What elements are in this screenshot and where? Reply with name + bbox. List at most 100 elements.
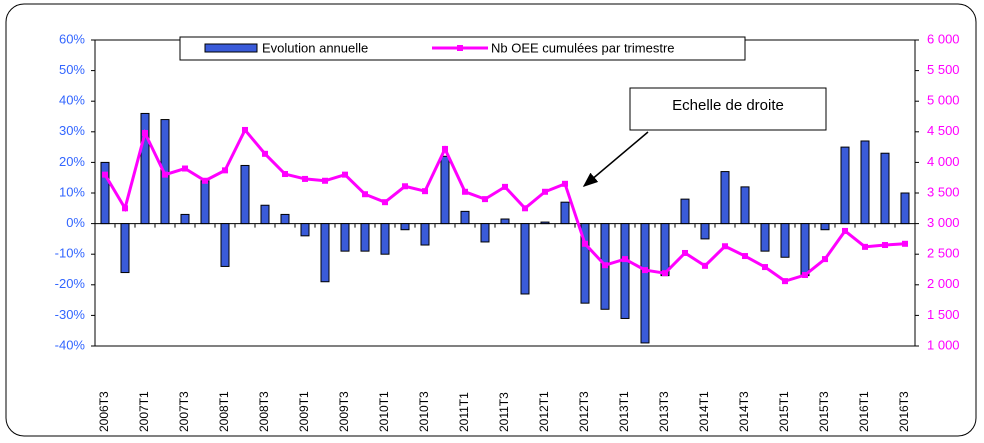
bar [260, 204, 270, 225]
bar [100, 161, 110, 225]
y2-tick-label: 5 000 [927, 93, 960, 108]
y-tick-label: 30% [59, 123, 85, 138]
y2-tick-label: 6 000 [927, 31, 960, 46]
bar [240, 164, 250, 225]
legend-swatch [457, 45, 463, 51]
bar [300, 223, 310, 237]
line-marker [602, 262, 608, 269]
line-marker [402, 183, 408, 190]
bar [680, 198, 690, 225]
bar [800, 223, 810, 277]
bar [660, 223, 670, 277]
bar [360, 223, 370, 252]
line-marker [102, 171, 108, 178]
bar [820, 223, 830, 231]
bar [640, 223, 650, 344]
x-tick-label: 2012T3 [577, 391, 591, 432]
bar [860, 140, 870, 225]
line-marker [662, 270, 668, 277]
x-tick-label: 2013T1 [617, 391, 631, 432]
bar [340, 223, 350, 252]
y2-tick-label: 2 500 [927, 246, 960, 261]
y-tick-label: -30% [55, 307, 86, 322]
line-marker [182, 165, 188, 172]
legend-label: Evolution annuelle [262, 40, 368, 55]
x-tick-label: 2011T1 [457, 392, 471, 432]
y-tick-label: 40% [59, 93, 85, 108]
bar [580, 223, 590, 304]
y2-tick-label: 2 000 [927, 276, 960, 291]
x-tick-label: 2009T3 [337, 391, 351, 432]
outer-frame [5, 3, 977, 437]
line-marker [122, 205, 128, 212]
line-marker [202, 177, 208, 184]
y2-tick-label: 4 500 [927, 123, 960, 138]
line-marker [862, 243, 868, 250]
x-tick-label: 2016T1 [857, 391, 871, 432]
y2-tick-label: 4 000 [927, 154, 960, 169]
x-tick-label: 2007T1 [137, 391, 151, 432]
y2-tick-label: 3 000 [927, 215, 960, 230]
x-tick-label: 2016T3 [897, 391, 911, 432]
x-tick-label: 2010T3 [417, 391, 431, 432]
x-tick-label: 2012T1 [537, 391, 551, 432]
line-marker [282, 171, 288, 178]
bar [880, 152, 890, 225]
bar [140, 112, 150, 225]
line-marker [762, 264, 768, 271]
y-tick-label: 0% [66, 215, 85, 230]
bar [620, 223, 630, 319]
line-marker [542, 188, 548, 195]
bar [200, 180, 210, 225]
bar [480, 223, 490, 243]
y-tick-label: 60% [59, 31, 85, 46]
legend-label: Nb OEE cumulées par trimestre [491, 40, 675, 55]
y2-tick-label: 5 500 [927, 62, 960, 77]
line-marker [842, 227, 848, 234]
x-tick-label: 2008T1 [217, 391, 231, 432]
bar [700, 223, 710, 240]
line-marker [242, 126, 248, 133]
annotation-arrow [582, 131, 649, 187]
line-marker [502, 183, 508, 190]
line-marker [622, 256, 628, 263]
bar [400, 223, 410, 231]
line-marker [682, 249, 688, 256]
annotation-box [629, 87, 827, 131]
x-tick-label: 2010T1 [377, 391, 391, 432]
y2-tick-label: 3 500 [927, 184, 960, 199]
x-tick-label: 2014T3 [737, 391, 751, 432]
bar [440, 155, 450, 225]
line-marker [522, 205, 528, 212]
line-marker [462, 188, 468, 195]
x-tick-label: 2008T3 [257, 391, 271, 432]
bar [840, 146, 850, 225]
y-tick-label: -40% [55, 337, 86, 352]
line-marker [882, 242, 888, 249]
x-tick-label: 2013T3 [657, 391, 671, 432]
bar [380, 223, 390, 255]
line-marker [262, 150, 268, 157]
bar [180, 213, 190, 225]
line-marker [222, 167, 228, 174]
y2-tick-label: 1 500 [927, 307, 960, 322]
bar [500, 218, 510, 225]
y-tick-label: 10% [59, 184, 85, 199]
x-tick-label: 2009T1 [297, 391, 311, 432]
bar [420, 223, 430, 246]
line-marker [782, 278, 788, 285]
line-marker [722, 243, 728, 250]
line-marker [582, 240, 588, 247]
line-marker [342, 171, 348, 178]
line-marker [362, 191, 368, 198]
x-tick-label: 2015T1 [777, 391, 791, 432]
bar [540, 221, 550, 225]
line-marker [642, 267, 648, 274]
annotation: Echelle de droite [672, 97, 784, 114]
legend-swatch [204, 43, 258, 53]
y-tick-label: 50% [59, 62, 85, 77]
bar [120, 223, 130, 274]
bar [760, 223, 770, 252]
bar [520, 223, 530, 295]
